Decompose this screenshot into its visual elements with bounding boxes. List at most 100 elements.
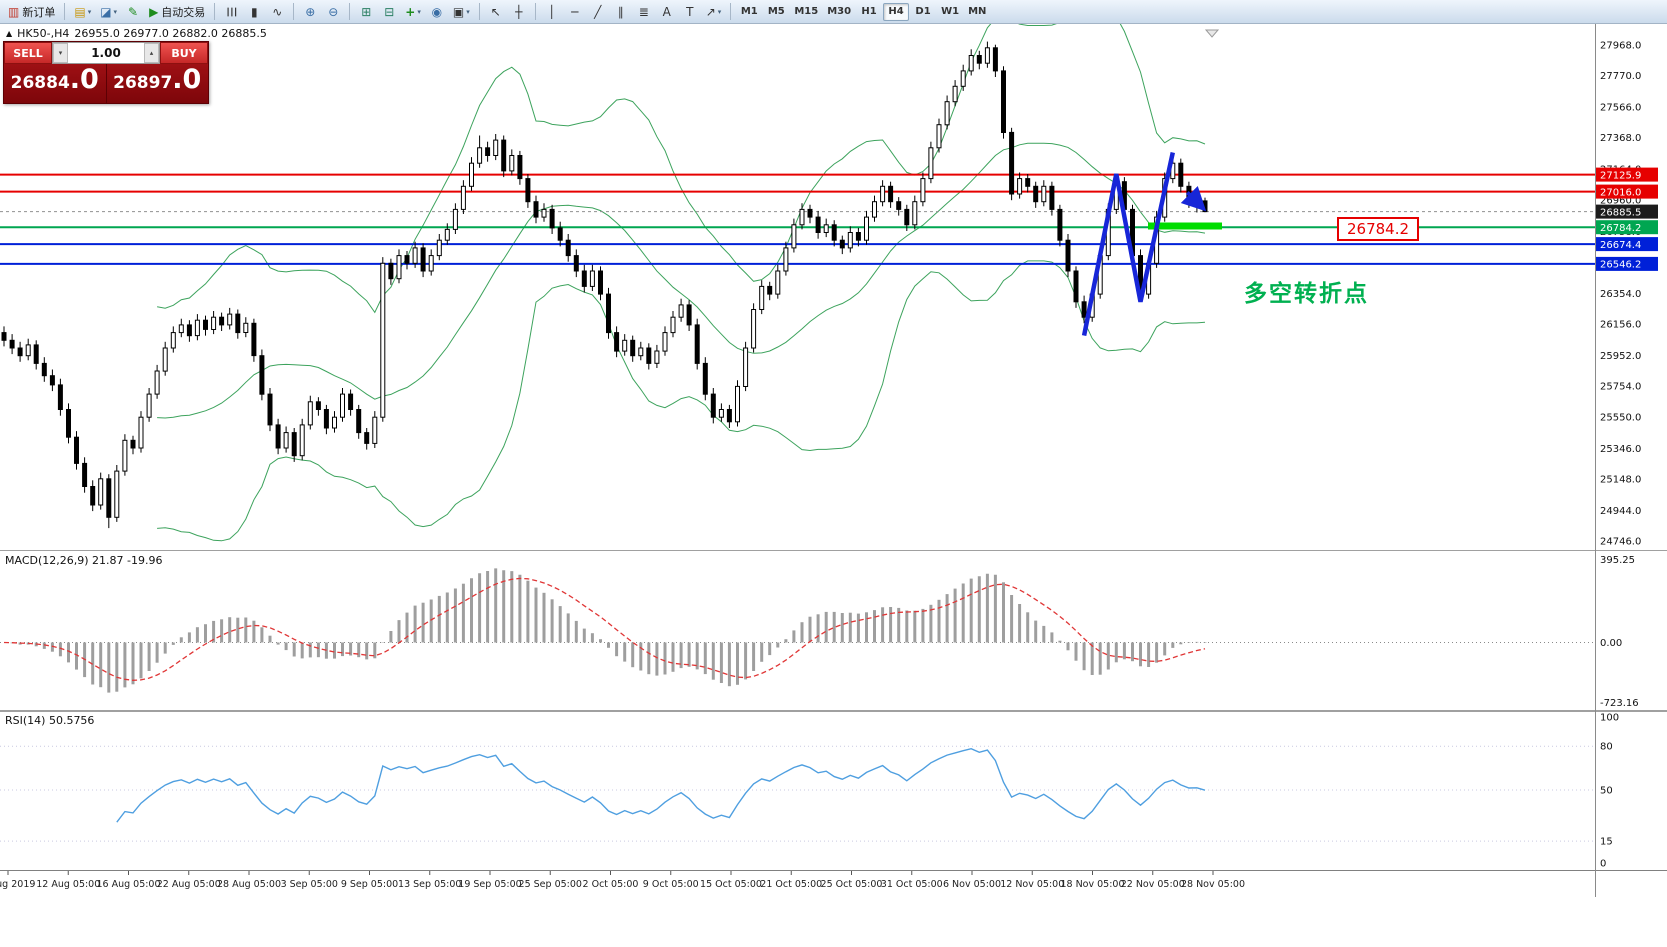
svg-text:12 Nov 05:00: 12 Nov 05:00 (1000, 879, 1064, 890)
cascade-windows-button[interactable]: ⊟ (378, 2, 400, 22)
zoom-out-icon: ⊖ (328, 4, 339, 19)
chart-symbol-title: HK50-,H4 (17, 27, 70, 40)
timeframe-button-m5[interactable]: M5 (763, 3, 789, 21)
new-order-button[interactable]: ▥ 新订单 (4, 2, 59, 22)
zoom-in-button[interactable]: ⊕ (299, 2, 321, 22)
bar-chart-icon: ☰ (224, 6, 239, 17)
svg-text:13 Sep 05:00: 13 Sep 05:00 (398, 879, 461, 890)
sell-price-dec: .0 (69, 64, 99, 95)
main-chart-panel[interactable]: 27968.027770.027566.027368.027164.026960… (0, 24, 1667, 551)
timeframe-button-m30[interactable]: M30 (823, 3, 855, 21)
arrows-button[interactable]: ↗ ▾ (702, 2, 726, 22)
trendline-button[interactable]: ╱ (587, 2, 609, 22)
svg-text:26546.2: 26546.2 (1600, 260, 1641, 271)
sell-button[interactable]: SELL (4, 42, 52, 64)
volume-field[interactable]: ▾ 1.00 ▴ (52, 42, 160, 64)
svg-text:27125.9: 27125.9 (1600, 170, 1641, 181)
svg-text:50: 50 (1600, 786, 1613, 797)
toolbar-separator (478, 3, 480, 20)
timeframe-button-d1[interactable]: D1 (910, 3, 936, 21)
channel-icon: ∥ (617, 4, 624, 19)
horizontal-line-button[interactable]: ─ (564, 2, 586, 22)
rsi-panel[interactable]: 100 80 50 15 0 (0, 712, 1667, 870)
macd-panel[interactable]: 395.25 0.00 -723.16 (0, 551, 1667, 710)
arrows-icon: ↗ (705, 4, 716, 19)
turning-point-text-object[interactable]: 多空转折点 (1244, 281, 1369, 307)
svg-text:15 Oct 05:00: 15 Oct 05:00 (700, 879, 762, 890)
tile-windows-icon: ⊞ (361, 4, 372, 19)
channel-button[interactable]: ∥ (610, 2, 632, 22)
autotrade-play-icon: ▶ (149, 4, 159, 19)
svg-text:9 Oct 05:00: 9 Oct 05:00 (643, 879, 699, 890)
svg-text:16 Aug 05:00: 16 Aug 05:00 (96, 879, 160, 890)
fibonacci-button[interactable]: ≣ (633, 2, 655, 22)
volume-value[interactable]: 1.00 (91, 46, 121, 60)
cursor-icon: ↖ (490, 4, 501, 19)
panel-resize-separator[interactable] (0, 550, 1667, 551)
svg-text:80: 80 (1600, 742, 1613, 753)
templates-button[interactable]: ▣ ▾ (449, 2, 474, 22)
text-button[interactable]: A (656, 2, 678, 22)
svg-text:27016.0: 27016.0 (1600, 187, 1641, 198)
panel-resize-separator[interactable] (0, 710, 1667, 712)
candlestick-icon: ▮ (250, 4, 258, 19)
trade-panel-toggle-icon[interactable]: ▲ (6, 29, 13, 38)
chart-ohlc-values: 26955.0 26977.0 26882.0 26885.5 (74, 27, 267, 40)
text-icon: A (662, 4, 671, 19)
trendline-icon: ╱ (594, 4, 602, 19)
price-axis-separator[interactable] (1595, 24, 1596, 897)
time-axis-separator (0, 870, 1667, 871)
svg-text:26156.0: 26156.0 (1600, 319, 1641, 330)
label-button[interactable]: T (679, 2, 701, 22)
svg-text:27368.0: 27368.0 (1600, 133, 1641, 144)
toolbar-separator (214, 3, 216, 20)
svg-text:100: 100 (1600, 713, 1619, 724)
volume-up-button[interactable]: ▴ (144, 43, 159, 63)
svg-text:25754.0: 25754.0 (1600, 381, 1641, 392)
buy-price-button[interactable]: 26897 .0 (106, 64, 208, 103)
autotrade-button[interactable]: ▶ 自动交易 (145, 2, 209, 22)
svg-text:0.00: 0.00 (1600, 638, 1622, 649)
crosshair-button[interactable]: ┼ (508, 2, 530, 22)
profiles-button[interactable]: ◪ ▾ (96, 2, 121, 22)
svg-text:26354.0: 26354.0 (1600, 289, 1641, 300)
price-level-text-object[interactable]: 26784.2 (1337, 217, 1420, 241)
svg-text:26960.0: 26960.0 (1600, 196, 1641, 207)
zoom-out-button[interactable]: ⊖ (322, 2, 344, 22)
tile-windows-button[interactable]: ⊞ (355, 2, 377, 22)
timeframe-button-mn[interactable]: MN (964, 3, 990, 21)
svg-text:26784.2: 26784.2 (1600, 223, 1641, 234)
svg-text:395.25: 395.25 (1600, 555, 1635, 566)
navigator-icon: ◉ (431, 4, 443, 19)
svg-text:27770.0: 27770.0 (1600, 71, 1641, 82)
line-chart-button[interactable]: ∿ (266, 2, 288, 22)
indicators-button[interactable]: + ▾ (401, 2, 425, 22)
new-chart-button[interactable]: ▤ ▾ (70, 2, 95, 22)
buy-button[interactable]: BUY (160, 42, 208, 64)
candlestick-chart-button[interactable]: ▮ (243, 2, 265, 22)
svg-text:6 Nov 05:00: 6 Nov 05:00 (943, 879, 1001, 890)
profiles-icon: ◪ (100, 4, 112, 19)
toolbar-separator (349, 3, 351, 20)
bar-chart-button[interactable]: ☰ (220, 2, 242, 22)
sell-price-button[interactable]: 26884 .0 (4, 64, 107, 103)
toolbar: ▥ 新订单 ▤ ▾ ◪ ▾ ✎ ▶ 自动交易 ☰ ▮ ∿ ⊕ (0, 0, 1667, 24)
timeframe-button-h1[interactable]: H1 (856, 3, 882, 21)
timeframe-button-h4[interactable]: H4 (883, 2, 910, 21)
svg-text:31 Oct 05:00: 31 Oct 05:00 (881, 879, 943, 890)
horizontal-line-icon: ─ (571, 4, 579, 19)
timeframe-button-m15[interactable]: M15 (790, 3, 822, 21)
volume-down-button[interactable]: ▾ (53, 43, 68, 63)
timeframe-button-m1[interactable]: M1 (736, 3, 762, 21)
svg-text:6 Aug 2019: 6 Aug 2019 (0, 879, 35, 890)
navigator-button[interactable]: ◉ (426, 2, 448, 22)
cursor-button[interactable]: ↖ (485, 2, 507, 22)
timeframe-button-w1[interactable]: W1 (937, 3, 963, 21)
svg-text:0: 0 (1600, 859, 1606, 870)
metaeditor-button[interactable]: ✎ (122, 2, 144, 22)
chevron-down-icon: ▾ (717, 7, 722, 16)
rsi-indicator-label: RSI(14) 50.5756 (5, 714, 95, 727)
chevron-down-icon: ▾ (466, 7, 470, 16)
vertical-line-button[interactable]: │ (541, 2, 563, 22)
